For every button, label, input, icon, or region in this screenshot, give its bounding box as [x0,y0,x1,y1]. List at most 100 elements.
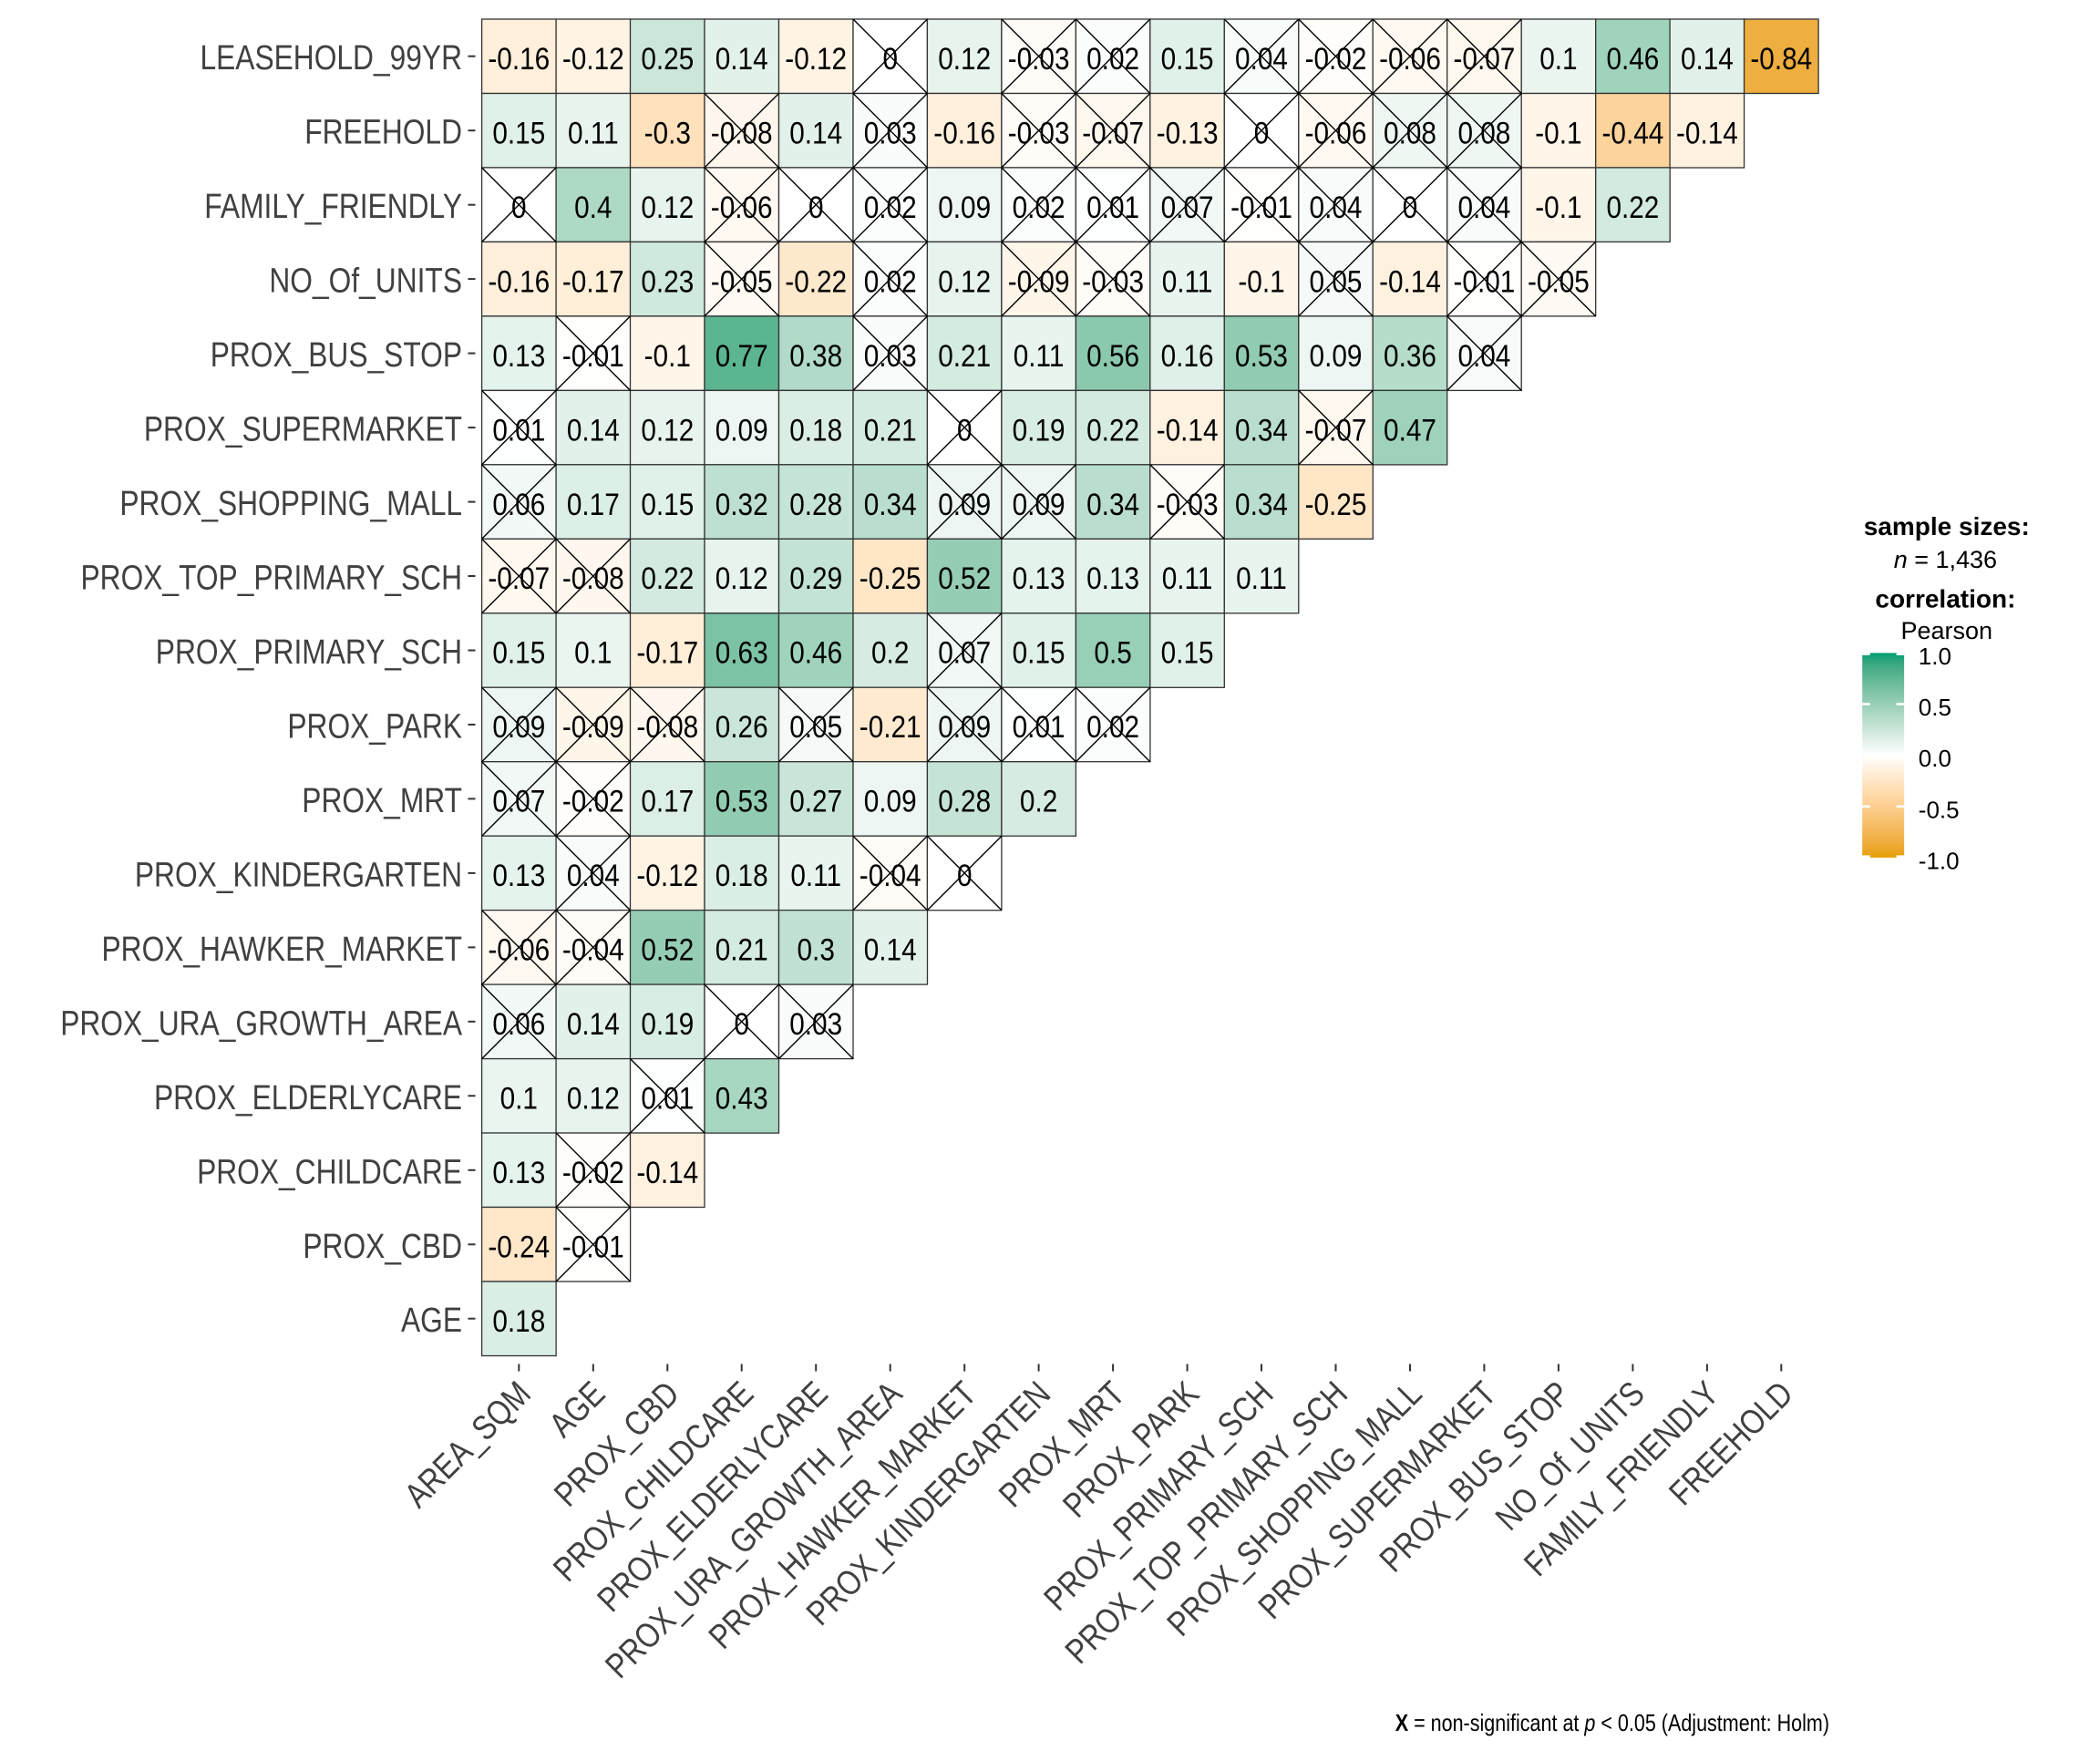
svg-text:0: 0 [957,413,973,448]
svg-text:NO_Of_UNITS: NO_Of_UNITS [269,262,462,301]
svg-text:0.18: 0.18 [492,1304,545,1339]
svg-text:0.02: 0.02 [1013,190,1065,225]
svg-text:-0.14: -0.14 [636,1156,698,1190]
svg-text:-0.17: -0.17 [636,636,698,671]
svg-text:0.06: 0.06 [492,488,545,522]
svg-text:PROX_TOP_PRIMARY_SCH: PROX_TOP_PRIMARY_SCH [81,560,463,598]
svg-text:0.2: 0.2 [871,636,909,671]
svg-text:0.15: 0.15 [1161,636,1214,671]
svg-text:0.03: 0.03 [864,339,917,374]
svg-text:-1.0: -1.0 [1919,847,1960,874]
svg-text:0.17: 0.17 [567,488,620,522]
svg-text:AGE: AGE [401,1302,462,1340]
svg-text:-0.08: -0.08 [711,116,773,150]
svg-text:-0.16: -0.16 [933,116,995,150]
svg-text:0.23: 0.23 [641,264,694,299]
svg-text:0.27: 0.27 [789,785,842,819]
svg-text:-0.14: -0.14 [1379,264,1441,299]
svg-text:0.13: 0.13 [492,859,545,893]
svg-text:0.14: 0.14 [1681,42,1734,77]
svg-text:-0.16: -0.16 [488,42,550,77]
svg-text:0.04: 0.04 [1235,42,1288,77]
svg-text:-0.14: -0.14 [1676,116,1738,150]
svg-text:-0.01: -0.01 [562,339,624,374]
svg-text:-0.03: -0.03 [1008,42,1070,77]
svg-text:0.09: 0.09 [938,488,991,522]
svg-text:0.13: 0.13 [492,339,545,374]
svg-text:0: 0 [882,42,898,77]
svg-text:-0.08: -0.08 [636,710,698,745]
svg-text:-0.09: -0.09 [1008,264,1070,299]
svg-text:-0.01: -0.01 [1230,190,1292,225]
svg-text:0.29: 0.29 [789,561,842,596]
svg-text:PROX_KINDERGARTEN: PROX_KINDERGARTEN [135,856,462,894]
svg-text:0.09: 0.09 [938,190,991,225]
svg-text:-0.03: -0.03 [1008,116,1070,150]
svg-text:0.26: 0.26 [715,710,768,745]
svg-text:PROX_CBD: PROX_CBD [303,1228,462,1266]
svg-text:-0.06: -0.06 [711,190,773,225]
svg-text:-0.12: -0.12 [636,859,698,893]
svg-text:-0.44: -0.44 [1602,116,1664,150]
svg-text:0.46: 0.46 [789,636,842,671]
svg-text:0.1: 0.1 [500,1082,538,1117]
svg-text:0.46: 0.46 [1606,42,1659,77]
svg-text:0.14: 0.14 [789,116,842,150]
svg-text:0.36: 0.36 [1384,339,1436,374]
svg-text:PROX_PARK: PROX_PARK [287,708,462,746]
svg-text:Pearson: Pearson [1901,617,1993,644]
svg-text:0.34: 0.34 [864,488,917,522]
svg-text:PROX_MRT: PROX_MRT [302,782,462,820]
svg-text:-0.1: -0.1 [644,339,691,374]
svg-text:0.07: 0.07 [492,785,545,819]
svg-text:0.07: 0.07 [938,636,991,671]
svg-text:0: 0 [957,859,973,893]
svg-text:0.01: 0.01 [641,1082,694,1117]
svg-text:0.06: 0.06 [492,1007,545,1042]
svg-text:-0.02: -0.02 [1305,42,1367,77]
svg-text:-0.03: -0.03 [1082,264,1144,299]
svg-text:= non-significant at: = non-significant at [1408,1709,1584,1736]
svg-text:0.38: 0.38 [789,339,842,374]
svg-text:0.12: 0.12 [641,190,694,225]
svg-text:< 0.05 (Adjustment: Holm): < 0.05 (Adjustment: Holm) [1595,1709,1829,1736]
svg-text:0.04: 0.04 [1310,190,1363,225]
svg-text:-0.06: -0.06 [1379,42,1441,77]
svg-text:0.34: 0.34 [1086,488,1139,522]
svg-text:0.12: 0.12 [641,413,694,448]
svg-text:PROX_SUPERMARKET: PROX_SUPERMARKET [144,411,462,449]
svg-text:-0.16: -0.16 [488,264,550,299]
svg-text:0.11: 0.11 [1162,561,1213,596]
svg-text:n = 1,436: n = 1,436 [1894,546,1997,573]
svg-text:0.22: 0.22 [641,561,694,596]
svg-text:-0.03: -0.03 [1157,488,1219,522]
svg-text:0.04: 0.04 [1457,190,1510,225]
svg-text:0.14: 0.14 [567,413,620,448]
svg-text:PROX_URA_GROWTH_AREA: PROX_URA_GROWTH_AREA [60,1004,462,1043]
svg-text:0.19: 0.19 [1013,413,1065,448]
svg-text:0.01: 0.01 [1086,190,1139,225]
svg-text:0.03: 0.03 [789,1007,842,1042]
svg-text:PROX_CHILDCARE: PROX_CHILDCARE [197,1153,462,1191]
svg-text:0.13: 0.13 [492,1156,545,1190]
svg-text:0.15: 0.15 [492,636,545,671]
svg-text:0.16: 0.16 [1161,339,1214,374]
svg-text:-0.5: -0.5 [1919,796,1960,823]
svg-text:0.02: 0.02 [1086,42,1139,77]
svg-text:-0.17: -0.17 [562,264,624,299]
svg-text:0: 0 [734,1007,749,1042]
svg-text:correlation:: correlation: [1875,585,2015,613]
svg-text:p: p [1584,1709,1596,1736]
svg-text:0.2: 0.2 [1020,785,1057,819]
svg-text:0.18: 0.18 [715,859,768,893]
svg-text:0.21: 0.21 [715,933,768,968]
svg-text:-0.25: -0.25 [1305,488,1367,522]
svg-text:-0.07: -0.07 [1454,42,1516,77]
svg-text:0.09: 0.09 [938,710,991,745]
svg-text:0.5: 0.5 [1094,636,1131,671]
svg-text:0.08: 0.08 [1384,116,1436,150]
svg-text:-0.02: -0.02 [562,785,624,819]
svg-text:0.14: 0.14 [715,42,768,77]
svg-text:PROX_ELDERLYCARE: PROX_ELDERLYCARE [154,1079,462,1117]
svg-text:0.63: 0.63 [715,636,768,671]
